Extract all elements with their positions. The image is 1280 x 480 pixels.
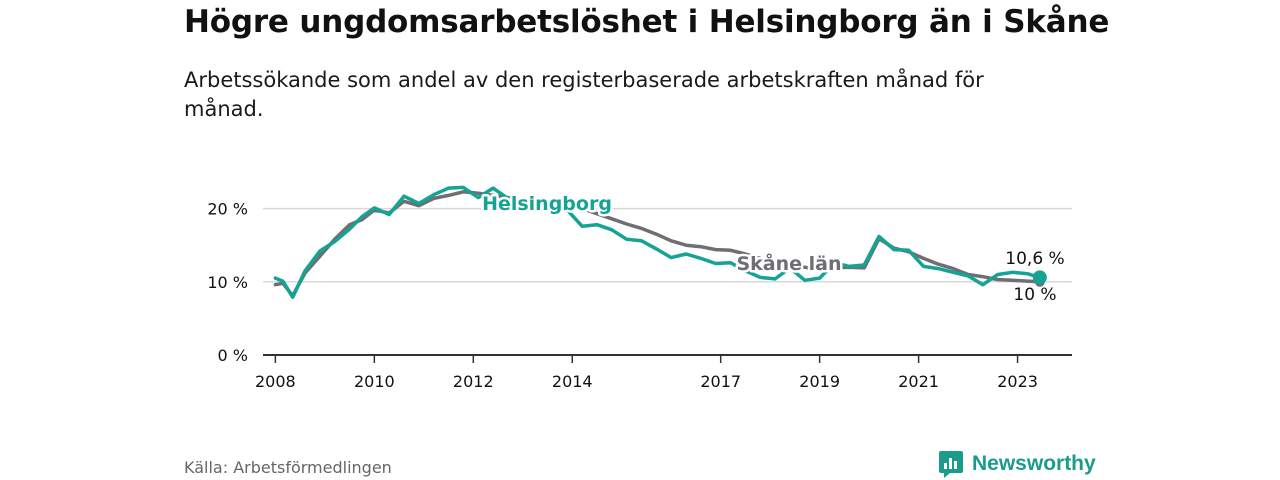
- y-tick-label: 20 %: [207, 200, 248, 219]
- x-tick-label: 2023: [997, 372, 1038, 391]
- end-value-label-helsingborg: 10,6 %: [1005, 249, 1064, 269]
- x-tick-label: 2008: [255, 372, 296, 391]
- chart-title: Högre ungdomsarbetslöshet i Helsingborg …: [184, 4, 1110, 40]
- series-label-skane-lan: Skåne län: [736, 251, 841, 275]
- x-tick-label: 2021: [898, 372, 939, 391]
- x-tick-label: 2019: [799, 372, 840, 391]
- x-tick-label: 2012: [453, 372, 494, 391]
- source-note: Källa: Arbetsförmedlingen: [184, 458, 392, 477]
- series-line-skane-lan: [273, 190, 1042, 298]
- x-tick-label: 2010: [354, 372, 395, 391]
- x-tick-label: 2017: [700, 372, 741, 391]
- series-line-helsingborg: [273, 185, 1042, 299]
- series-end-point-helsingborg: [1032, 270, 1047, 285]
- newsworthy-brand[interactable]: Newsworthy: [938, 449, 1096, 479]
- y-tick-label: 10 %: [207, 273, 248, 292]
- end-value-label-skane-lan: 10 %: [1013, 285, 1056, 305]
- brand-name: Newsworthy: [972, 452, 1096, 475]
- y-tick-label: 0 %: [218, 346, 248, 365]
- chart-subtitle: Arbetssökande som andel av den registerb…: [184, 68, 984, 121]
- newsworthy-logo-icon: [939, 451, 963, 478]
- x-tick-label: 2014: [552, 372, 593, 391]
- series-label-helsingborg: Helsingborg: [482, 193, 612, 215]
